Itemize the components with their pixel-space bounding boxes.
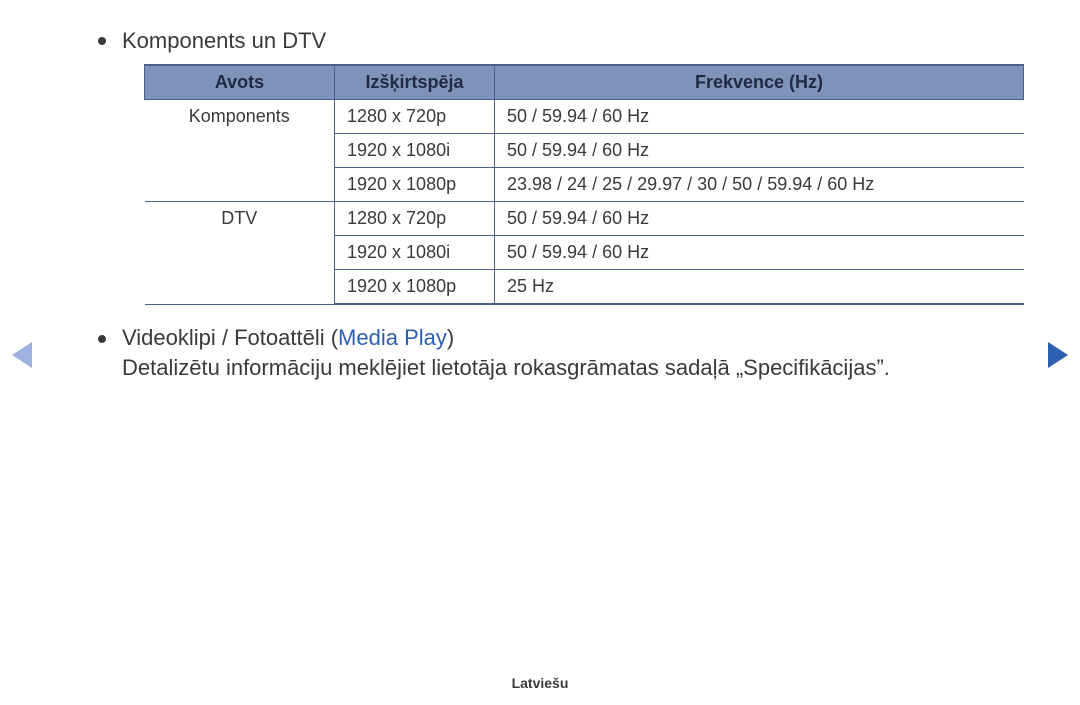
cell-freq: 50 / 59.94 / 60 Hz <box>495 202 1024 236</box>
cell-res: 1920 x 1080i <box>335 236 495 270</box>
section1-title: Komponents un DTV <box>122 28 326 53</box>
cell-res: 1920 x 1080p <box>335 168 495 202</box>
header-freq: Frekvence (Hz) <box>495 65 1024 100</box>
cell-freq: 50 / 59.94 / 60 Hz <box>495 134 1024 168</box>
cell-res: 1280 x 720p <box>335 100 495 134</box>
next-page-arrow-icon[interactable] <box>1048 342 1068 368</box>
header-src: Avots <box>145 65 335 100</box>
section1-heading: Komponents un DTV <box>122 28 1028 54</box>
bullet-icon <box>98 335 106 343</box>
cell-res: 1920 x 1080i <box>335 134 495 168</box>
prev-page-arrow-icon[interactable] <box>12 342 32 368</box>
section2-heading: Videoklipi / Fotoattēli (Media Play) <box>122 325 1028 351</box>
section2-prefix: Videoklipi / Fotoattēli ( <box>122 325 338 350</box>
manual-page: Komponents un DTV Avots Izšķirtspēja Fre… <box>0 0 1080 705</box>
cell-res: 1280 x 720p <box>335 202 495 236</box>
section2-suffix: ) <box>447 325 454 350</box>
footer-language: Latviešu <box>0 675 1080 691</box>
cell-src: Komponents <box>145 100 335 202</box>
resolution-table: Avots Izšķirtspēja Frekvence (Hz) Kompon… <box>144 64 1024 305</box>
section2-note: Detalizētu informāciju meklējiet lietotā… <box>122 355 1028 381</box>
cell-freq: 50 / 59.94 / 60 Hz <box>495 100 1024 134</box>
media-play-link: Media Play <box>338 325 447 350</box>
cell-freq: 25 Hz <box>495 270 1024 305</box>
table-row: DTV 1280 x 720p 50 / 59.94 / 60 Hz <box>145 202 1024 236</box>
bullet-icon <box>98 37 106 45</box>
cell-freq: 23.98 / 24 / 25 / 29.97 / 30 / 50 / 59.9… <box>495 168 1024 202</box>
section2: Videoklipi / Fotoattēli (Media Play) Det… <box>122 325 1028 381</box>
cell-src: DTV <box>145 202 335 305</box>
cell-freq: 50 / 59.94 / 60 Hz <box>495 236 1024 270</box>
table-header-row: Avots Izšķirtspēja Frekvence (Hz) <box>145 65 1024 100</box>
resolution-table-wrap: Avots Izšķirtspēja Frekvence (Hz) Kompon… <box>144 64 1024 305</box>
header-res: Izšķirtspēja <box>335 65 495 100</box>
cell-res: 1920 x 1080p <box>335 270 495 305</box>
table-row: Komponents 1280 x 720p 50 / 59.94 / 60 H… <box>145 100 1024 134</box>
